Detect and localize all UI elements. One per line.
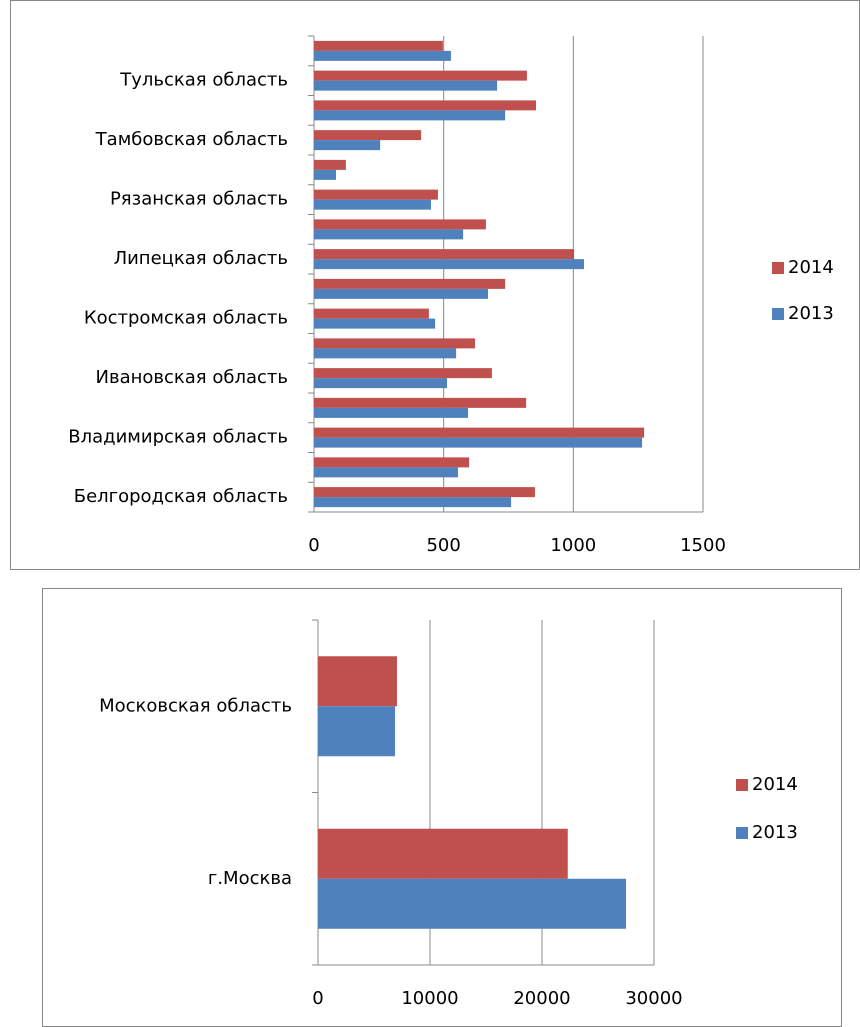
y-tick-label: Тульская область [119, 70, 288, 91]
y-tick-label: Тамбовская область [95, 129, 288, 150]
bar [314, 80, 498, 91]
bar [314, 288, 489, 299]
legend-label: 2013 [752, 822, 798, 843]
x-tick-label: 500 [426, 535, 460, 556]
legend-label: 2013 [788, 303, 834, 324]
x-tick-label: 0 [312, 988, 323, 1009]
legend-swatch [736, 827, 748, 839]
y-tick-label: Владимирская область [68, 427, 288, 448]
legend-swatch [772, 308, 784, 320]
bar [314, 497, 512, 508]
legend-swatch [772, 262, 784, 274]
x-tick-label: 1500 [680, 535, 726, 556]
bar [314, 378, 448, 389]
bar [314, 397, 527, 408]
bar [314, 169, 337, 180]
x-tick-label: 0 [308, 535, 319, 556]
y-tick-label: Липецкая область [114, 248, 288, 269]
bar [314, 50, 451, 61]
bar [314, 318, 436, 329]
bar [314, 199, 431, 210]
y-tick-label: г.Москва [208, 868, 292, 889]
y-tick-label: Костромская область [84, 308, 288, 329]
bar [314, 130, 422, 141]
bar [314, 70, 527, 81]
bar [314, 40, 443, 51]
x-tick-label: 1000 [550, 535, 596, 556]
bar [314, 407, 469, 418]
bar [318, 706, 396, 757]
legend-label: 2014 [788, 257, 834, 278]
bar [314, 229, 464, 240]
bar [314, 110, 506, 121]
bar [314, 338, 476, 349]
bar [314, 437, 643, 448]
legend-swatch [736, 779, 748, 791]
y-tick-label: Рязанская область [110, 189, 288, 210]
bar [314, 368, 492, 379]
bar [314, 140, 381, 151]
bar [314, 159, 346, 170]
bar [314, 348, 457, 359]
bar [314, 467, 458, 478]
y-tick-label: Ивановская область [96, 367, 288, 388]
bar [314, 249, 575, 260]
y-tick-label: Московская область [99, 695, 292, 716]
x-tick-label: 30000 [625, 988, 682, 1009]
bar [314, 427, 645, 438]
bar [314, 219, 486, 230]
x-tick-label: 10000 [401, 988, 458, 1009]
chart-frame [42, 588, 842, 1027]
bar [314, 487, 535, 498]
y-tick-label: Белгородская область [74, 486, 288, 507]
bar [314, 100, 536, 111]
x-tick-label: 20000 [513, 988, 570, 1009]
bar [314, 308, 429, 319]
bar [314, 278, 506, 289]
bar [314, 457, 470, 468]
bar [314, 259, 584, 270]
bar [318, 878, 626, 929]
legend-label: 2014 [752, 774, 798, 795]
bar [318, 828, 568, 879]
bar [318, 656, 397, 707]
bar [314, 189, 438, 200]
